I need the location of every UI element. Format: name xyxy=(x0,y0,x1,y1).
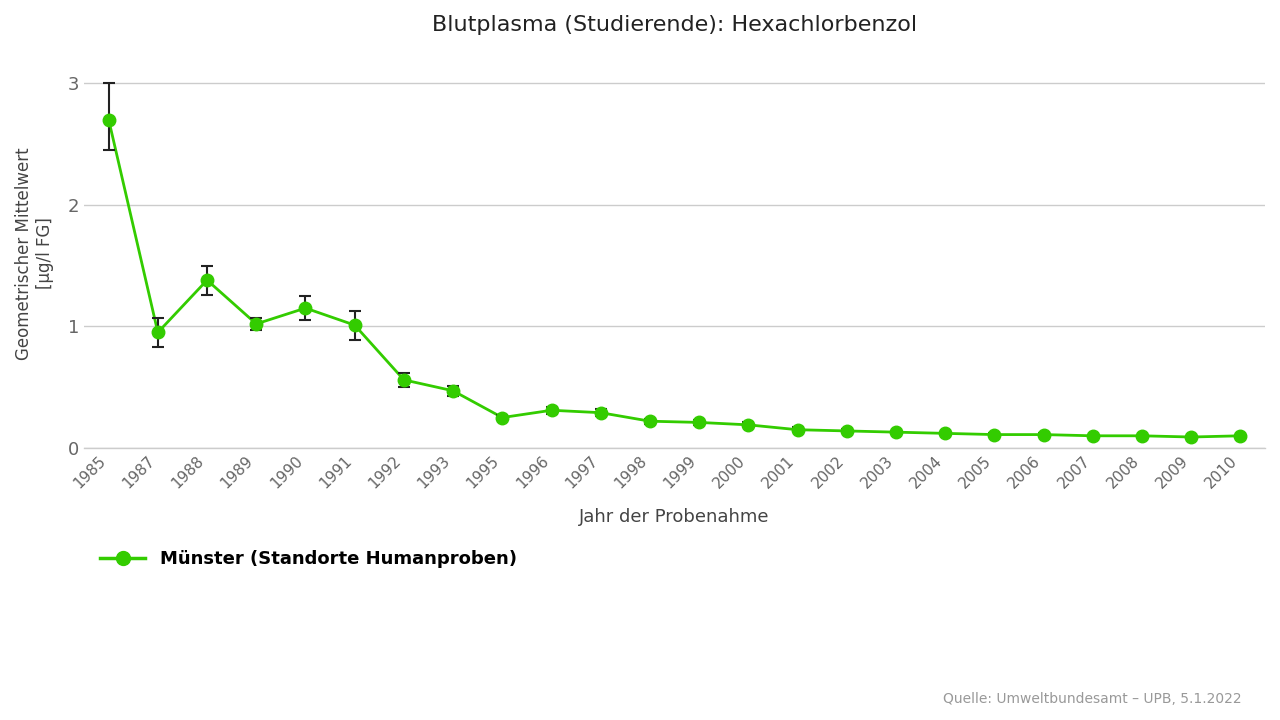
Legend: Münster (Standorte Humanproben): Münster (Standorte Humanproben) xyxy=(93,543,524,575)
X-axis label: Jahr der Probenahme: Jahr der Probenahme xyxy=(580,508,769,526)
Title: Blutplasma (Studierende): Hexachlorbenzol: Blutplasma (Studierende): Hexachlorbenzo… xyxy=(431,15,916,35)
Text: Quelle: Umweltbundesamt – UPB, 5.1.2022: Quelle: Umweltbundesamt – UPB, 5.1.2022 xyxy=(943,692,1242,706)
Y-axis label: Geometrischer Mittelwert
[µg/l FG]: Geometrischer Mittelwert [µg/l FG] xyxy=(15,147,54,360)
